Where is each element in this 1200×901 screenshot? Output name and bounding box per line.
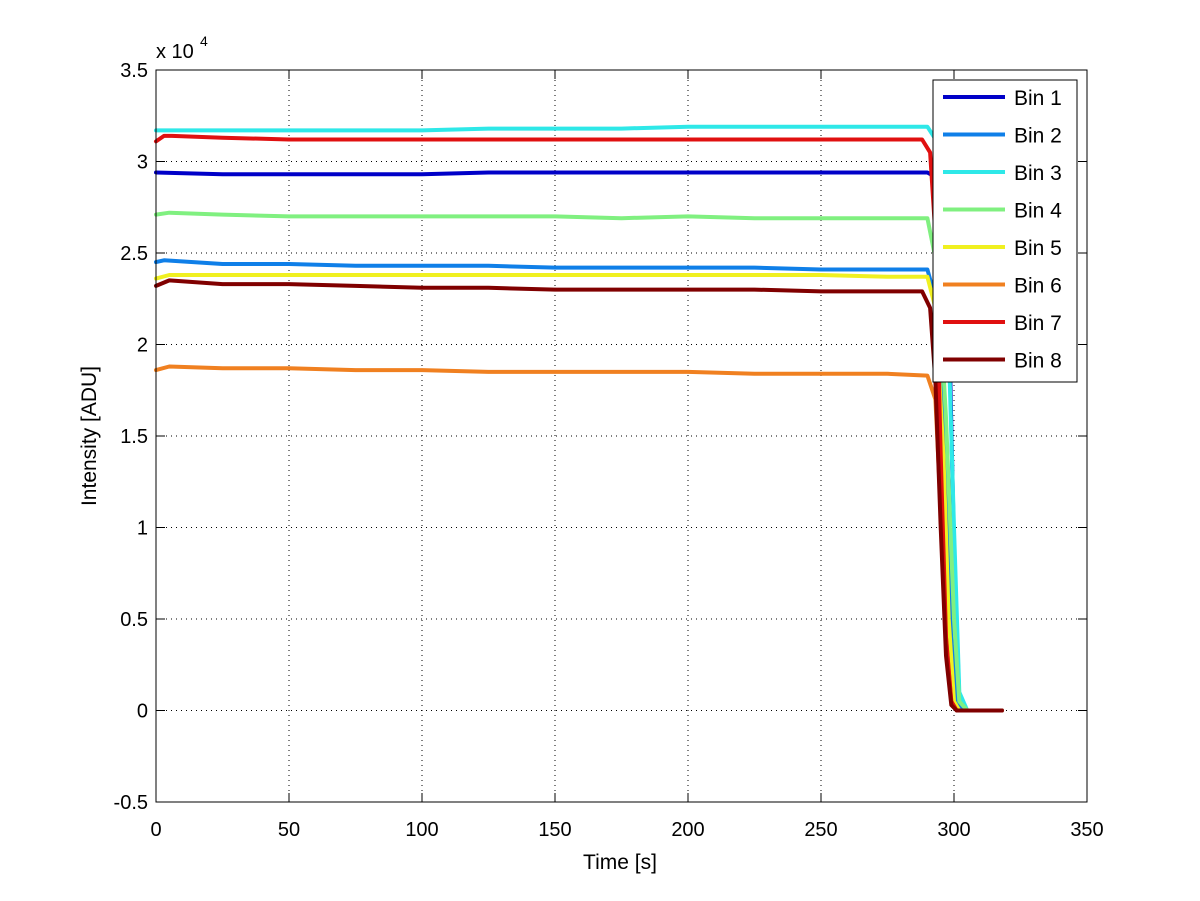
series-line-3 xyxy=(154,124,1004,713)
series-line-5 xyxy=(154,273,1004,713)
x-tick-label: 250 xyxy=(804,819,837,841)
x-tick-label: 100 xyxy=(405,819,438,841)
y-tick-label: 2.5 xyxy=(120,243,148,265)
legend-label-6: Bin 6 xyxy=(1014,275,1062,298)
y-tick-label: 2 xyxy=(137,335,148,357)
ticks xyxy=(155,69,1088,803)
legend-label-5: Bin 5 xyxy=(1014,237,1062,260)
legend-box xyxy=(932,79,1078,383)
x-tick-label: 350 xyxy=(1070,819,1103,841)
y-tick-label: -0.5 xyxy=(114,792,148,814)
legend-label-8: Bin 8 xyxy=(1014,350,1062,373)
x-axis-label: Time [s] xyxy=(583,851,657,874)
legend: Bin 1 Bin 2 Bin 3 Bin 4 Bin 5 Bin 6 Bin 7 Bin 8 xyxy=(932,79,1078,383)
tick-labels: 0 50 100 150 200 250 300 350-0.500.511.522.533.… xyxy=(114,60,1104,841)
y-tick-label: 1 xyxy=(137,518,148,540)
legend-label-2: Bin 2 xyxy=(1014,125,1062,148)
y-multiplier-label: x 10 xyxy=(156,41,194,63)
y-multiplier-exponent: 4 xyxy=(200,33,208,49)
series-layer xyxy=(154,124,1004,713)
legend-label-3: Bin 3 xyxy=(1014,162,1062,185)
legend-label-1: Bin 1 xyxy=(1014,87,1062,110)
x-tick-label: 0 xyxy=(150,819,161,841)
y-axis-label: Intensity [ADU] xyxy=(78,366,101,506)
x-tick-label: 300 xyxy=(937,819,970,841)
y-tick-label: 0.5 xyxy=(120,609,148,631)
x-tick-label: 50 xyxy=(278,819,300,841)
legend-label-7: Bin 7 xyxy=(1014,312,1062,335)
y-tick-label: 3.5 xyxy=(120,60,148,82)
y-tick-label: 1.5 xyxy=(120,426,148,448)
y-tick-label: 0 xyxy=(137,701,148,723)
legend-label-4: Bin 4 xyxy=(1014,200,1062,223)
series-line-8 xyxy=(154,278,1004,713)
y-tick-label: 3 xyxy=(137,152,148,174)
x-tick-label: 150 xyxy=(538,819,571,841)
series-line-4 xyxy=(154,210,1004,713)
x-tick-label: 200 xyxy=(671,819,704,841)
